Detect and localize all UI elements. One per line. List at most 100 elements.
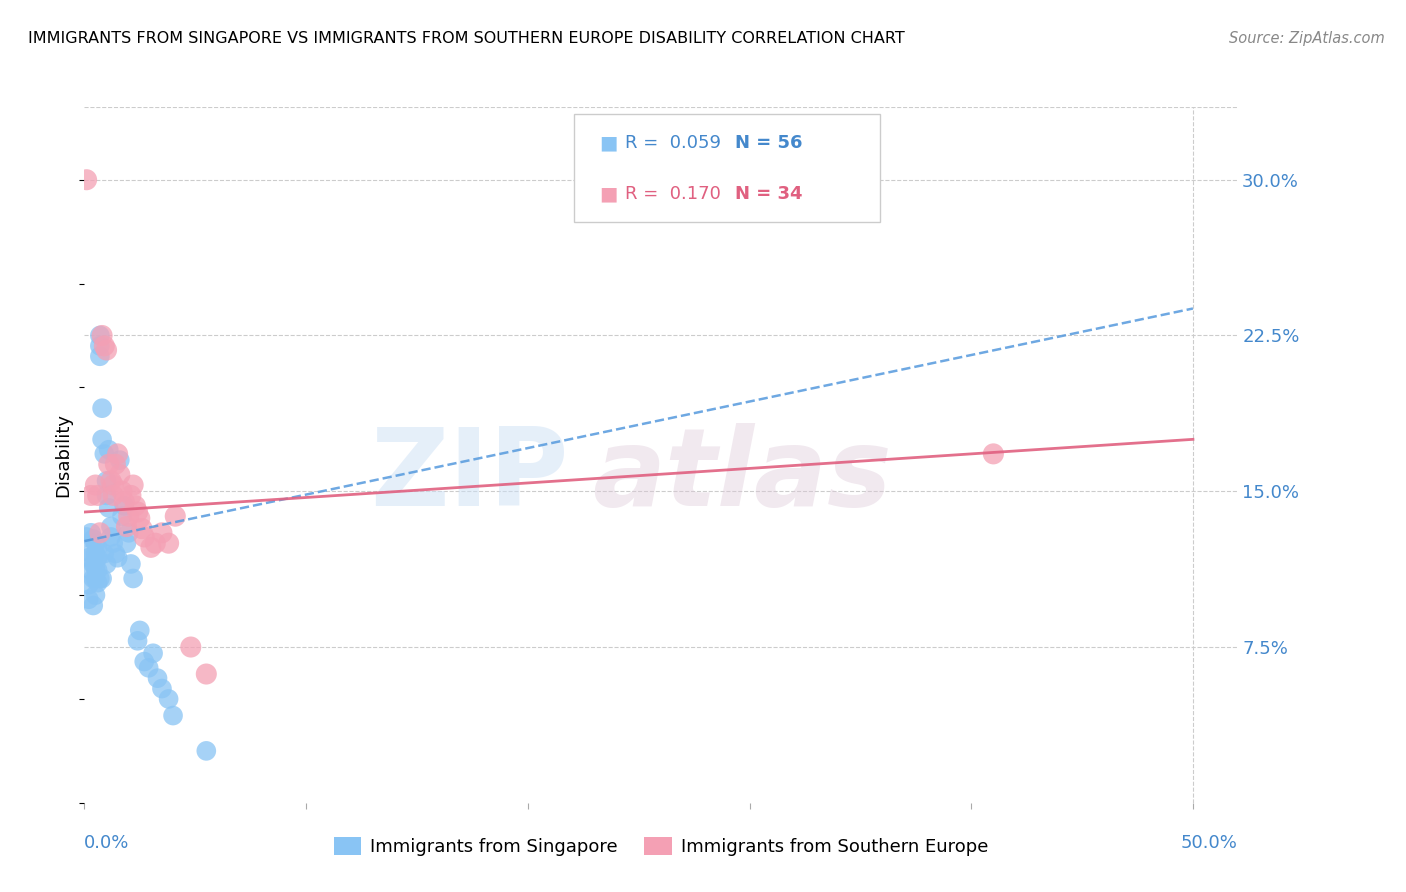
Point [157, 536, 180, 550]
Point [89, 525, 111, 540]
Point [120, 488, 142, 502]
Text: R =  0.170: R = 0.170 [626, 185, 721, 203]
Point [93, 447, 115, 461]
Point [89, 339, 111, 353]
Y-axis label: Disability: Disability [55, 413, 73, 497]
Text: ZIP: ZIP [370, 423, 568, 529]
Point [80, 563, 103, 577]
Point [82, 557, 104, 571]
Point [97, 500, 120, 515]
Point [162, 708, 184, 723]
Point [93, 339, 115, 353]
Point [195, 744, 218, 758]
Point [89, 328, 111, 343]
Point [131, 522, 153, 536]
Point [104, 457, 127, 471]
Point [122, 478, 145, 492]
Point [84, 572, 107, 586]
Point [97, 442, 120, 457]
Point [142, 646, 165, 660]
Point [134, 530, 156, 544]
Point [150, 525, 173, 540]
Point [80, 488, 103, 502]
Text: N = 34: N = 34 [734, 185, 801, 203]
Point [115, 536, 138, 550]
Point [84, 536, 107, 550]
Point [103, 488, 124, 502]
Point [195, 667, 218, 681]
Point [86, 563, 108, 577]
Text: N = 56: N = 56 [734, 134, 801, 153]
Point [128, 511, 150, 525]
Point [77, 578, 100, 592]
Point [124, 499, 146, 513]
Point [180, 640, 202, 654]
Point [84, 588, 107, 602]
Point [134, 655, 156, 669]
Point [96, 343, 118, 357]
Point [115, 519, 138, 533]
Point [84, 547, 107, 561]
Point [128, 624, 150, 638]
Point [112, 499, 135, 513]
Text: 0.0%: 0.0% [84, 834, 129, 852]
Point [77, 592, 100, 607]
Point [100, 530, 122, 544]
Point [983, 447, 1005, 461]
Point [100, 474, 122, 488]
Point [96, 557, 118, 571]
Point [103, 536, 124, 550]
Point [93, 547, 115, 561]
Point [127, 633, 149, 648]
Point [118, 509, 141, 524]
Point [82, 532, 104, 546]
Point [84, 561, 107, 575]
Point [139, 541, 162, 555]
Point [97, 457, 120, 471]
Point [86, 488, 108, 502]
Point [86, 550, 108, 565]
Point [76, 530, 98, 544]
Point [118, 525, 141, 540]
Point [120, 557, 142, 571]
Point [91, 401, 114, 416]
Text: atlas: atlas [592, 423, 891, 529]
Point [138, 661, 160, 675]
Point [127, 505, 149, 519]
Point [112, 494, 135, 508]
Point [86, 541, 108, 555]
Point [107, 550, 129, 565]
Point [80, 525, 103, 540]
Point [100, 519, 122, 533]
Point [104, 547, 127, 561]
Text: Source: ZipAtlas.com: Source: ZipAtlas.com [1229, 31, 1385, 46]
Point [150, 681, 173, 696]
Point [122, 572, 145, 586]
Point [91, 572, 114, 586]
FancyBboxPatch shape [575, 114, 880, 222]
Point [86, 575, 108, 590]
Point [96, 488, 118, 502]
Text: IMMIGRANTS FROM SINGAPORE VS IMMIGRANTS FROM SOUTHERN EUROPE DISABILITY CORRELAT: IMMIGRANTS FROM SINGAPORE VS IMMIGRANTS … [28, 31, 905, 46]
Point [107, 447, 129, 461]
Text: 50.0%: 50.0% [1181, 834, 1237, 852]
Point [91, 433, 114, 447]
Point [82, 599, 104, 613]
Point [146, 671, 169, 685]
Point [89, 572, 111, 586]
Text: R =  0.059: R = 0.059 [626, 134, 721, 153]
Text: ■: ■ [600, 134, 619, 153]
Text: ■: ■ [600, 185, 619, 203]
Point [108, 467, 131, 482]
Point [80, 547, 103, 561]
Point [96, 474, 118, 488]
Point [82, 572, 104, 586]
Point [103, 478, 124, 492]
Point [108, 453, 131, 467]
Point [77, 550, 100, 565]
Point [165, 509, 187, 524]
Legend: Immigrants from Singapore, Immigrants from Southern Europe: Immigrants from Singapore, Immigrants fr… [326, 830, 995, 863]
Point [76, 172, 98, 186]
Point [89, 349, 111, 363]
Point [143, 536, 166, 550]
